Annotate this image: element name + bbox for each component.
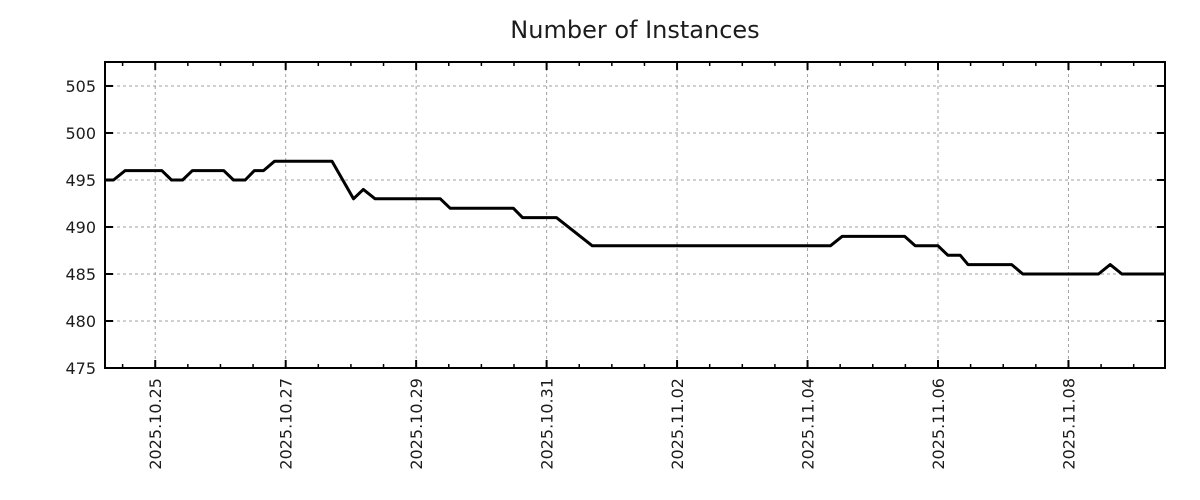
x-tick-label: 2025.11.08	[1059, 378, 1078, 470]
x-tick-label: 2025.11.02	[668, 378, 687, 470]
plot-border	[104, 61, 1166, 369]
x-tick-label: 2025.10.29	[407, 378, 426, 470]
y-tick-label: 500	[65, 124, 96, 143]
y-tick-label: 495	[65, 171, 96, 190]
x-tick-label: 2025.11.06	[929, 378, 948, 470]
x-tick-label: 2025.10.31	[538, 378, 557, 470]
y-tick-label: 490	[65, 218, 96, 237]
y-tick-label: 480	[65, 312, 96, 331]
x-tick-label: 2025.10.27	[277, 378, 296, 470]
y-tick-label: 475	[65, 359, 96, 378]
x-tick-label: 2025.11.04	[799, 378, 818, 470]
data-line	[105, 159, 1165, 276]
x-tick-label: 2025.10.25	[146, 378, 165, 470]
y-tick-label: 505	[65, 77, 96, 96]
y-tick-label: 485	[65, 265, 96, 284]
chart-title: Number of Instances	[510, 16, 759, 44]
plot-area: 475 480 485 490 495 500 505 2025.10.25 2025.10.2…	[65, 61, 1166, 470]
